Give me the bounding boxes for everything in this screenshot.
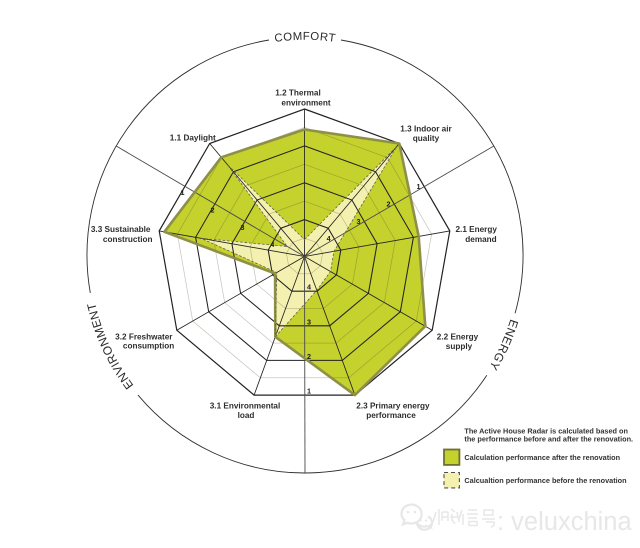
svg-text:: veluxchina: : veluxchina xyxy=(497,508,632,536)
svg-text:1: 1 xyxy=(417,182,421,191)
svg-text:COMFORT: COMFORT xyxy=(274,31,337,45)
svg-text:The Active House Radar is calc: The Active House Radar is calculated bas… xyxy=(464,427,628,436)
svg-text:consumption: consumption xyxy=(123,342,174,351)
svg-text:supply: supply xyxy=(446,342,473,351)
svg-text:2: 2 xyxy=(307,352,311,361)
svg-text:environment: environment xyxy=(281,99,330,108)
svg-text:2: 2 xyxy=(211,206,215,215)
svg-text:1.1 Daylight: 1.1 Daylight xyxy=(170,133,216,142)
svg-text:4: 4 xyxy=(307,283,311,292)
svg-text:2.2 Energy: 2.2 Energy xyxy=(437,333,479,342)
svg-text:1.3 Indoor air: 1.3 Indoor air xyxy=(400,125,452,134)
svg-text:1: 1 xyxy=(307,387,311,396)
svg-text:3.3 Sustainable: 3.3 Sustainable xyxy=(91,225,151,234)
svg-text:3: 3 xyxy=(241,223,245,232)
svg-text:the performance before and aft: the performance before and after the ren… xyxy=(464,434,633,443)
svg-text:2: 2 xyxy=(387,200,391,209)
svg-text:3: 3 xyxy=(307,317,311,326)
svg-text:4: 4 xyxy=(327,234,331,243)
svg-text:performance: performance xyxy=(366,411,416,420)
svg-text:1: 1 xyxy=(181,188,185,197)
svg-text:3.2 Freshwater: 3.2 Freshwater xyxy=(115,332,173,341)
svg-text:3: 3 xyxy=(357,217,361,226)
svg-text:3.1 Environmental: 3.1 Environmental xyxy=(210,401,281,410)
svg-text:quality: quality xyxy=(413,134,440,143)
svg-text:4: 4 xyxy=(270,240,274,249)
svg-text:2.3 Primary energy: 2.3 Primary energy xyxy=(356,402,430,411)
svg-text:Calcualtion performance before: Calcualtion performance before the renov… xyxy=(464,476,626,485)
svg-text:Calculation performance after: Calculation performance after the renova… xyxy=(464,453,620,462)
svg-text:load: load xyxy=(238,411,255,420)
svg-text:construction: construction xyxy=(103,235,153,244)
svg-text:1.2 Thermal: 1.2 Thermal xyxy=(275,89,321,98)
svg-text:2.1 Energy: 2.1 Energy xyxy=(456,225,498,234)
svg-text:demand: demand xyxy=(465,235,496,244)
